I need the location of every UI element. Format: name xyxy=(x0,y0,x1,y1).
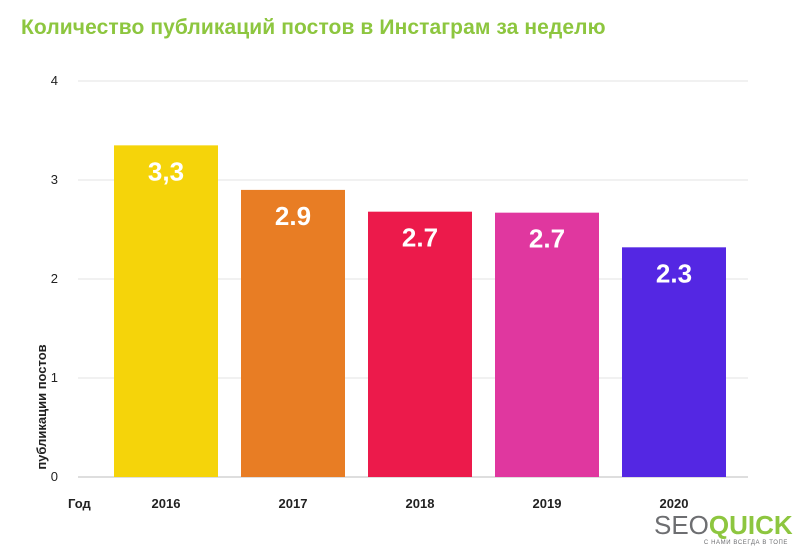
y-tick-label-3: 3 xyxy=(51,172,58,187)
x-tick-label-2017: 2017 xyxy=(279,496,308,511)
y-tick-label-2: 2 xyxy=(51,271,58,286)
x-tick-label-2019: 2019 xyxy=(533,496,562,511)
bars: 3,3 2.9 2.7 2.7 2.3 xyxy=(114,145,726,478)
bar-2017 xyxy=(241,189,345,477)
chart-title: Количество публикаций постов в Инстаграм… xyxy=(21,16,606,39)
y-axis-ticks: 0 1 2 3 4 xyxy=(51,73,58,484)
bar-2018 xyxy=(368,211,472,477)
y-tick-label-1: 1 xyxy=(51,370,58,385)
logo-text-quick: QUICK xyxy=(708,510,793,540)
bar-2019 xyxy=(495,212,599,478)
data-label-2020: 2.3 xyxy=(656,258,692,288)
data-label-2017: 2.9 xyxy=(275,201,311,231)
y-tick-label-4: 4 xyxy=(51,73,58,88)
bar-2020 xyxy=(622,247,726,477)
x-axis-ticks: 2016 2017 2018 2019 2020 xyxy=(152,496,689,511)
logo-text-seo: SEO xyxy=(654,510,709,540)
data-label-2016: 3,3 xyxy=(148,156,184,186)
x-axis-label: Год xyxy=(68,496,91,511)
bar-2016 xyxy=(114,145,218,477)
x-tick-label-2018: 2018 xyxy=(406,496,435,511)
seoquick-logo: SEOQUICK С НАМИ ВСЕГДА В ТОПЕ xyxy=(654,512,794,550)
data-label-2019: 2.7 xyxy=(529,224,565,254)
x-tick-label-2020: 2020 xyxy=(660,496,689,511)
x-tick-label-2016: 2016 xyxy=(152,496,181,511)
y-tick-label-0: 0 xyxy=(51,469,58,484)
data-label-2018: 2.7 xyxy=(402,223,438,253)
logo-tagline: С НАМИ ВСЕГДА В ТОПЕ xyxy=(703,540,788,546)
y-axis-label: публикации постов xyxy=(34,344,49,469)
